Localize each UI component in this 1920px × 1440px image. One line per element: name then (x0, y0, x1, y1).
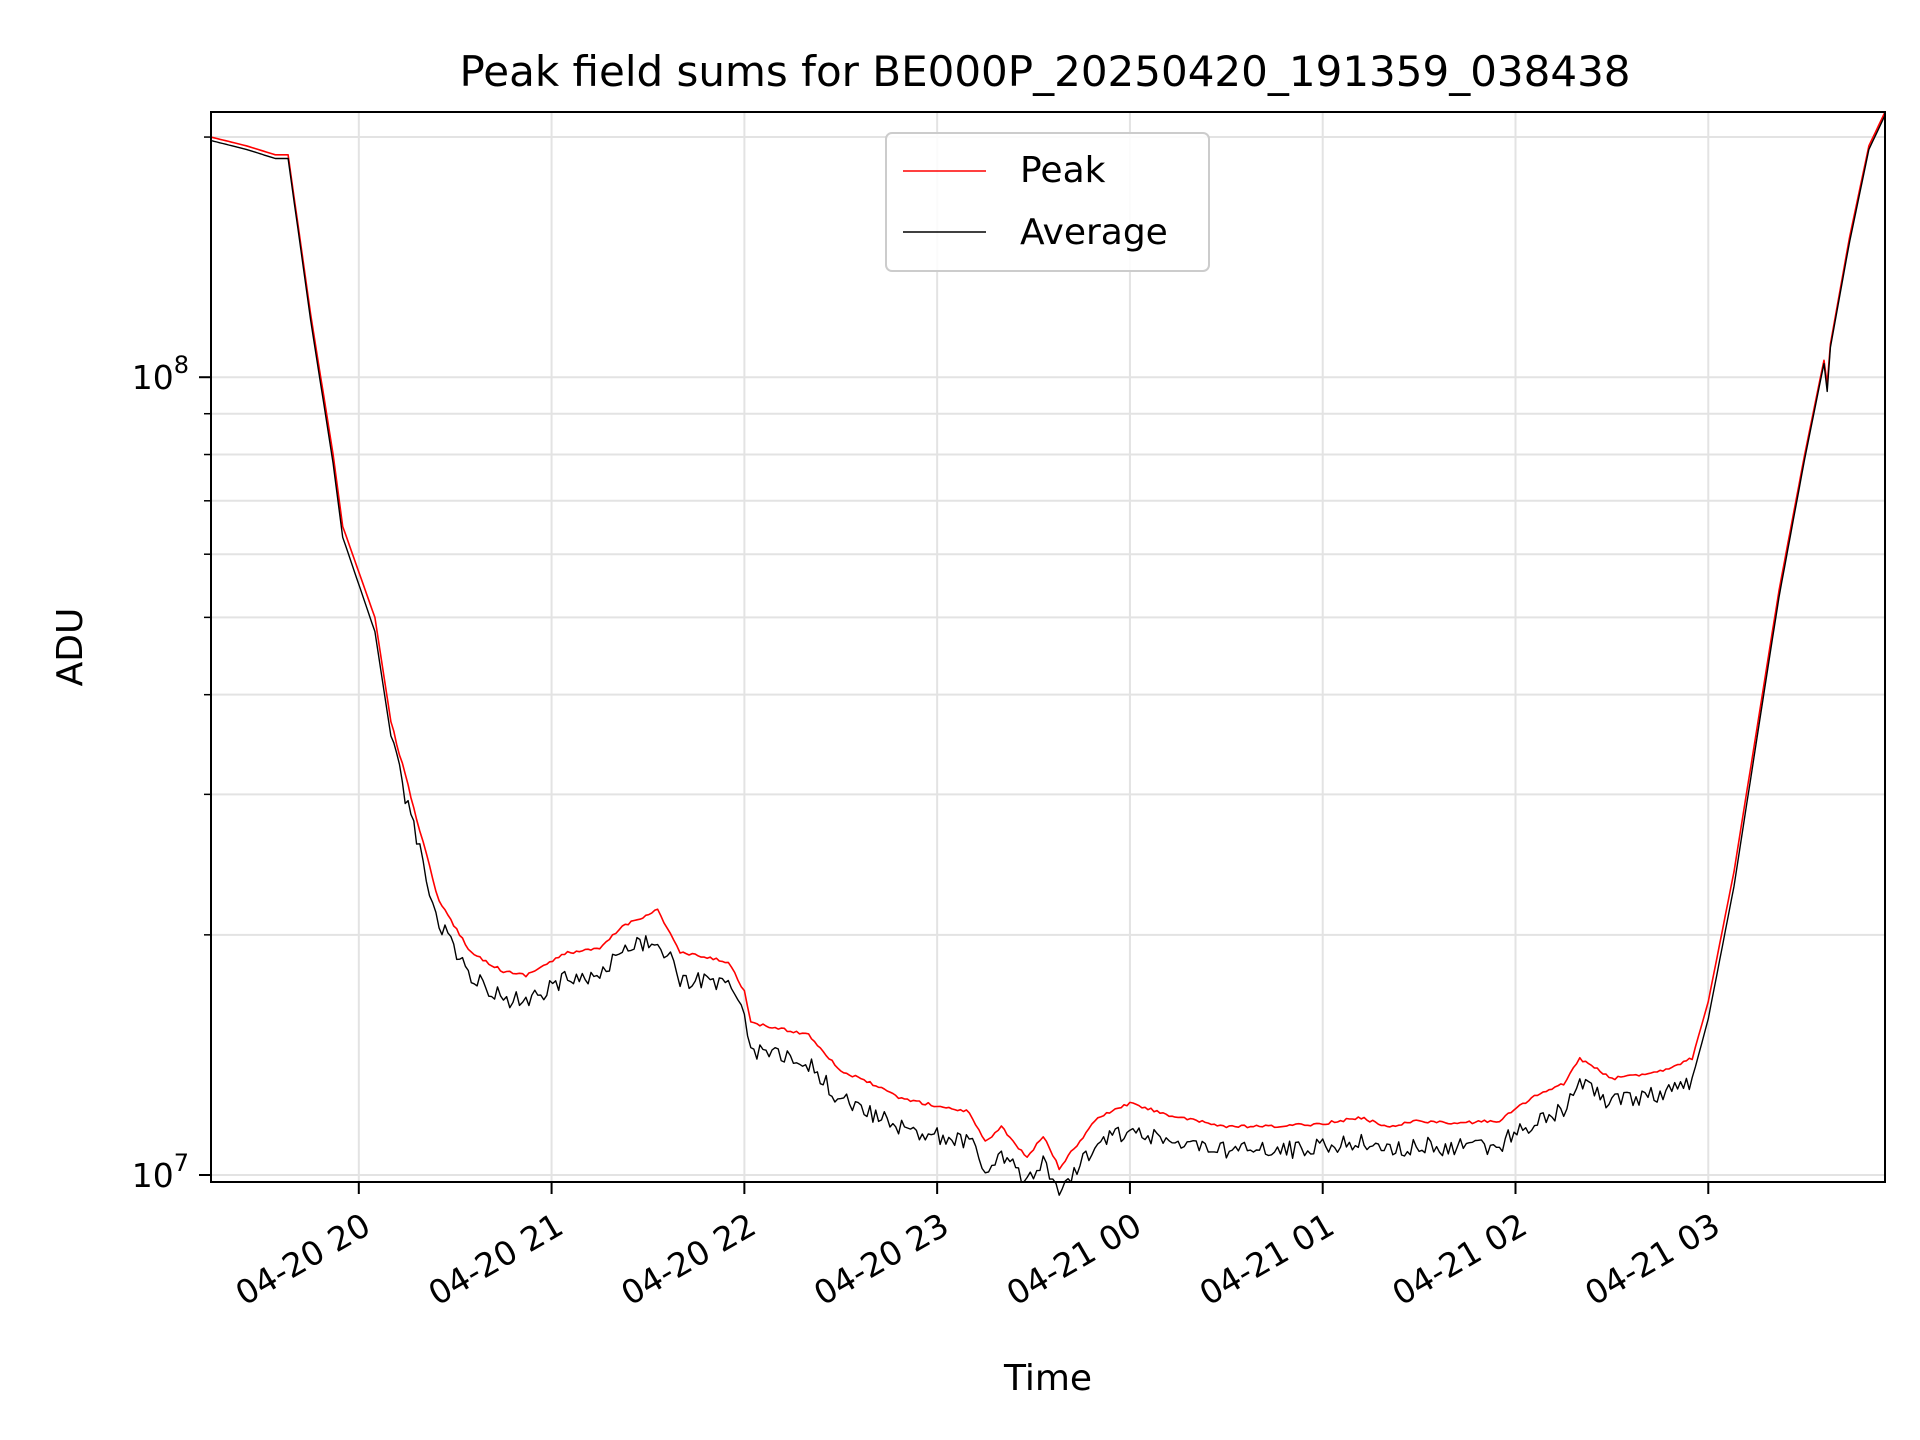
y-axis-label: ADU (50, 608, 91, 687)
chart-title: Peak field sums for BE000P_20250420_1913… (459, 47, 1630, 96)
legend: Peak Average (885, 132, 1210, 272)
x-axis-label: Time (1003, 1358, 1092, 1399)
grid-lines (211, 112, 1885, 1182)
plot-frame (210, 111, 1886, 1183)
series-line-peak (210, 111, 1886, 1171)
y-axis-ticks: 107 108 (132, 136, 211, 1195)
legend-label-peak: Peak (1020, 150, 1106, 191)
legend-label-average: Average (1020, 212, 1168, 253)
y-tick-label: 107 (132, 1149, 189, 1195)
y-tick-label: 108 (132, 351, 189, 397)
series-line-average (210, 114, 1886, 1196)
series-lines (210, 111, 1886, 1196)
legend-frame (885, 132, 1210, 272)
